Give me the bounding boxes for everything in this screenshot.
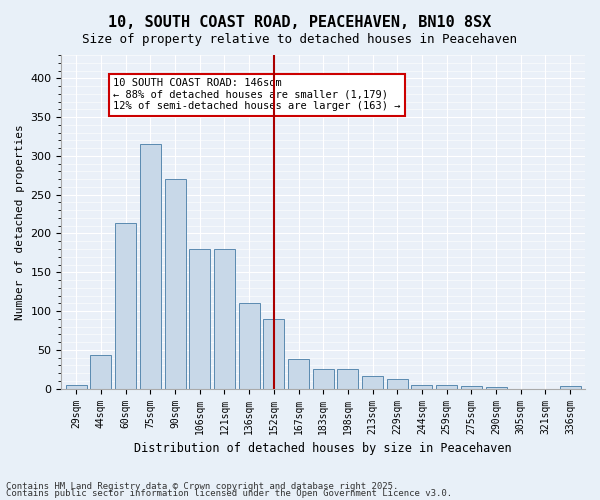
Bar	[436, 385, 457, 388]
Bar	[263, 319, 284, 388]
Bar	[140, 144, 161, 388]
Bar	[66, 385, 87, 388]
Text: Contains HM Land Registry data © Crown copyright and database right 2025.: Contains HM Land Registry data © Crown c…	[6, 482, 398, 491]
Bar	[164, 179, 185, 388]
Bar	[412, 385, 433, 388]
Bar	[239, 304, 260, 388]
Bar	[485, 387, 506, 388]
Bar	[189, 249, 210, 388]
Bar	[288, 359, 309, 388]
Bar	[461, 386, 482, 388]
X-axis label: Distribution of detached houses by size in Peacehaven: Distribution of detached houses by size …	[134, 442, 512, 455]
Text: 10, SOUTH COAST ROAD, PEACEHAVEN, BN10 8SX: 10, SOUTH COAST ROAD, PEACEHAVEN, BN10 8…	[109, 15, 491, 30]
Bar	[560, 386, 581, 388]
Bar	[115, 224, 136, 388]
Text: Contains public sector information licensed under the Open Government Licence v3: Contains public sector information licen…	[6, 490, 452, 498]
Bar	[313, 370, 334, 388]
Text: 10 SOUTH COAST ROAD: 146sqm
← 88% of detached houses are smaller (1,179)
12% of : 10 SOUTH COAST ROAD: 146sqm ← 88% of det…	[113, 78, 401, 112]
Text: Size of property relative to detached houses in Peacehaven: Size of property relative to detached ho…	[83, 32, 517, 46]
Bar	[91, 354, 112, 388]
Bar	[337, 370, 358, 388]
Bar	[387, 378, 408, 388]
Bar	[362, 376, 383, 388]
Bar	[214, 249, 235, 388]
Y-axis label: Number of detached properties: Number of detached properties	[15, 124, 25, 320]
